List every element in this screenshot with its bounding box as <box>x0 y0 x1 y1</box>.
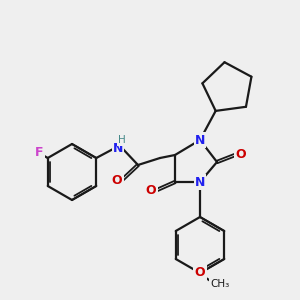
Text: F: F <box>35 146 43 160</box>
Text: O: O <box>146 184 156 196</box>
Text: CH₃: CH₃ <box>210 279 230 289</box>
Text: O: O <box>112 173 122 187</box>
Text: N: N <box>195 176 205 188</box>
Text: H: H <box>118 135 126 145</box>
Text: O: O <box>236 148 246 161</box>
Text: N: N <box>195 134 205 146</box>
Text: N: N <box>113 142 123 154</box>
Text: O: O <box>195 266 205 278</box>
